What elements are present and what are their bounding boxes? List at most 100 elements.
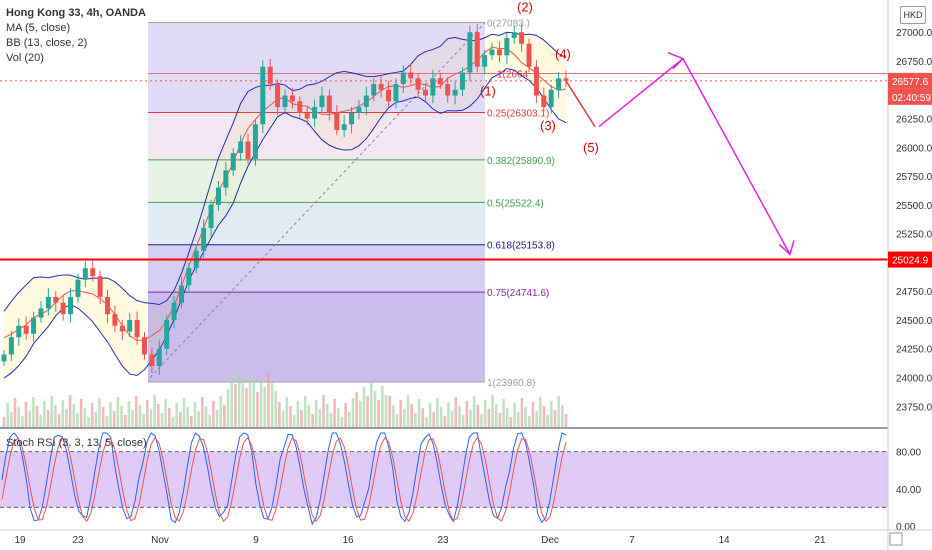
fib-level-label: 0(27083.) xyxy=(487,19,530,30)
volume-bar xyxy=(447,402,450,427)
volume-bar xyxy=(325,404,329,427)
volume-bar xyxy=(259,378,263,427)
volume-bar xyxy=(237,370,241,427)
volume-bar xyxy=(322,395,325,427)
candle-body xyxy=(341,124,347,131)
volume-bar xyxy=(498,413,502,427)
candle-body xyxy=(23,325,29,334)
volume-bar xyxy=(190,416,193,427)
fib-zone xyxy=(148,244,485,293)
candle-body xyxy=(452,89,458,96)
volume-bar xyxy=(505,408,509,427)
candle-body xyxy=(8,337,14,355)
candle-body xyxy=(548,89,554,108)
volume-bar xyxy=(461,415,465,427)
volume-bar xyxy=(127,401,131,427)
volume-bar xyxy=(201,397,204,427)
volume-bar xyxy=(314,400,318,427)
volume-bar xyxy=(417,399,421,427)
volume-bar xyxy=(384,395,388,427)
fibonacci-retracement[interactable]: 0(27083.) 0.25(26303.1) 0.382(25890.9) 0.5(… xyxy=(148,19,888,389)
fib-level-label: 1(23960.8) xyxy=(487,378,535,389)
time-tick-label: 14 xyxy=(718,535,730,546)
vol-indicator-label[interactable]: Vol (20) xyxy=(6,52,44,64)
drawings[interactable]: (1) (2) (3) (4) (5) xyxy=(0,0,888,261)
volume-bar xyxy=(480,414,483,427)
candle-body xyxy=(31,317,37,334)
candle-body xyxy=(445,84,451,96)
volume-bar xyxy=(65,409,68,427)
candle-body xyxy=(430,78,436,96)
volume-bar xyxy=(134,396,138,427)
volume-bar xyxy=(553,410,557,427)
volume-bar xyxy=(410,404,414,427)
volume-bar xyxy=(454,397,458,427)
candle-body xyxy=(267,66,273,85)
volume-bar xyxy=(421,408,425,427)
bb-indicator-label[interactable]: BB (13, close, 2) xyxy=(6,37,88,49)
volume-bar xyxy=(57,414,61,427)
volume-bar xyxy=(164,399,167,427)
candle-body xyxy=(208,204,214,228)
candle-body xyxy=(423,89,428,96)
candle-body xyxy=(356,107,362,113)
volume-bar xyxy=(149,409,153,427)
volume-bar xyxy=(296,401,300,427)
volume-bar xyxy=(318,409,322,427)
volume-bar xyxy=(531,402,535,427)
candle-body xyxy=(526,43,532,67)
candle-body xyxy=(252,124,258,159)
stoch-rsi-panel xyxy=(0,427,888,526)
candle-body xyxy=(459,72,465,90)
candle-body xyxy=(334,112,340,131)
volume-bar xyxy=(263,387,267,427)
volume-bar xyxy=(109,402,112,427)
candle-body xyxy=(282,95,288,108)
volume-bar xyxy=(347,412,351,427)
candle-body xyxy=(38,308,44,318)
price-tick-label: 27000.0 xyxy=(896,28,932,39)
volume-bar xyxy=(87,417,90,427)
volume-bar xyxy=(13,398,17,427)
candle-body xyxy=(275,84,281,108)
volume-bar xyxy=(17,407,20,427)
volume-bar xyxy=(145,400,149,427)
symbol-title[interactable]: Hong Kong 33, 4h, OANDA xyxy=(6,7,146,19)
stoch-rsi-label[interactable]: Stoch RSI (3, 3, 13, 5, close) xyxy=(6,437,147,449)
volume-bar xyxy=(98,398,101,427)
volume-bar xyxy=(311,414,314,427)
volume-bar xyxy=(425,417,428,427)
volume-bar xyxy=(432,412,436,427)
ma-indicator-label[interactable]: MA (5, close) xyxy=(6,22,71,34)
volume-bar xyxy=(252,383,256,427)
wave-label: (4) xyxy=(555,47,571,62)
candle-body xyxy=(245,141,251,159)
candle-body xyxy=(164,319,170,349)
volume-bar xyxy=(160,413,164,427)
volume-bar xyxy=(535,411,538,427)
candle-body xyxy=(178,285,184,303)
volume-bar xyxy=(116,397,120,427)
candle-body xyxy=(1,354,7,362)
volume-bar xyxy=(414,413,417,427)
volume-bar xyxy=(94,412,98,427)
candle-body xyxy=(408,72,414,79)
volume-bar xyxy=(2,417,6,427)
wave-label: (5) xyxy=(583,140,599,155)
volume-bar xyxy=(520,398,524,427)
volume-bar xyxy=(131,410,134,427)
candle-body xyxy=(393,84,399,102)
currency-badge[interactable]: HKD xyxy=(900,6,926,24)
support-price-tag-bg xyxy=(888,251,932,268)
candle-body xyxy=(312,107,318,119)
volume-bar xyxy=(542,406,546,427)
volume-bar xyxy=(248,374,252,427)
volume-bar xyxy=(72,404,76,427)
candle-body xyxy=(496,49,502,56)
volume-bar xyxy=(179,412,182,427)
volume-bar xyxy=(307,405,311,427)
candle-body xyxy=(127,319,133,332)
volume-bar xyxy=(10,412,13,427)
candle-body xyxy=(415,78,421,90)
